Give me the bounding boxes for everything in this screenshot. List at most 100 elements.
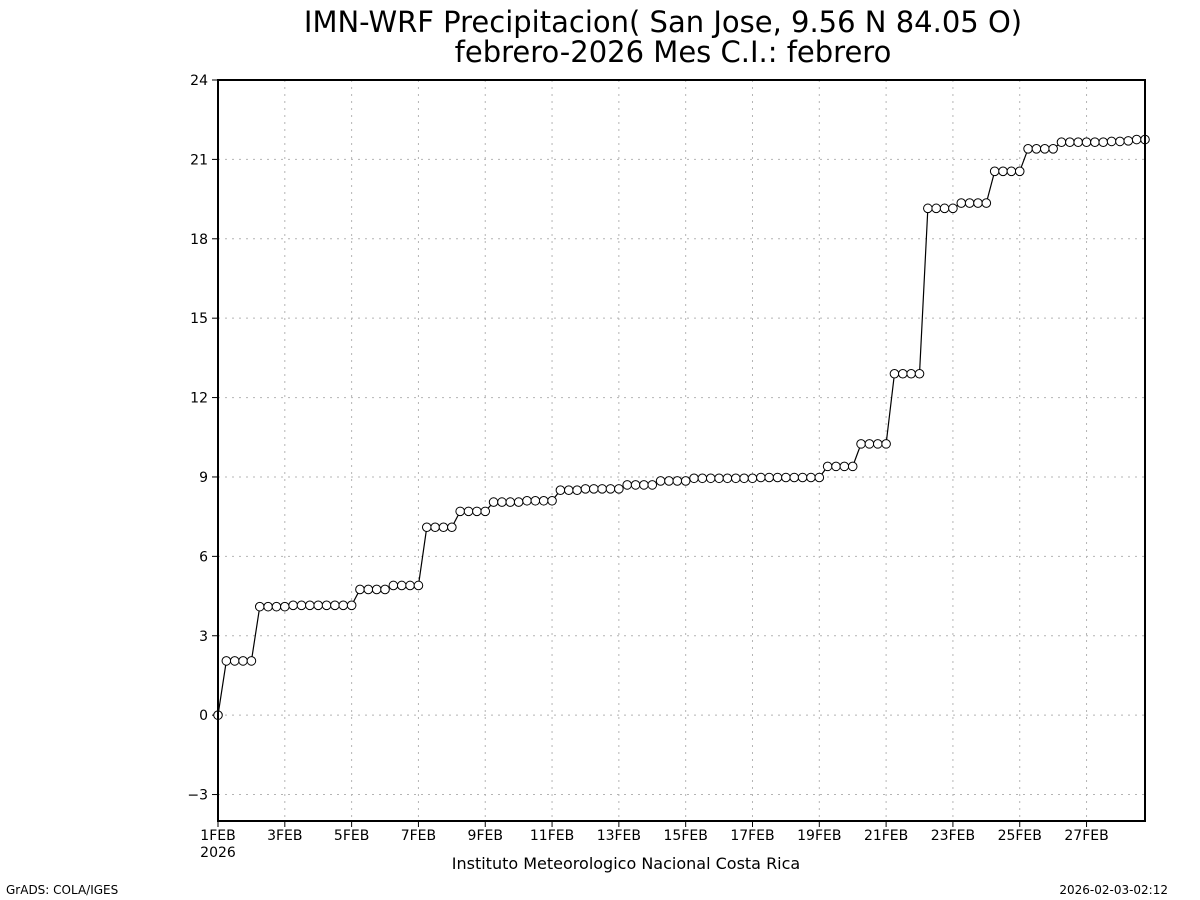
data-point-marker xyxy=(338,600,349,611)
data-point-marker xyxy=(1014,166,1025,177)
data-point-marker xyxy=(998,166,1008,177)
data-point-marker xyxy=(330,600,340,611)
data-point-marker xyxy=(630,480,641,490)
data-point-marker xyxy=(981,198,992,208)
data-point-marker xyxy=(296,600,307,611)
y-tick-label: −3 xyxy=(187,788,208,804)
data-point-marker xyxy=(747,473,758,484)
data-point-marker xyxy=(572,485,582,496)
data-point-marker xyxy=(1098,137,1109,147)
data-point-marker xyxy=(1039,144,1050,154)
institute-label: Instituto Meteorologico Nacional Costa R… xyxy=(452,854,800,873)
data-point-marker xyxy=(697,473,708,484)
data-point-marker xyxy=(547,495,557,506)
data-point-marker xyxy=(538,495,549,506)
data-point-marker xyxy=(346,600,357,611)
data-point-marker xyxy=(396,580,407,591)
data-point-marker xyxy=(321,600,332,611)
data-point-marker xyxy=(806,472,816,483)
data-point-marker xyxy=(672,476,683,486)
data-point-marker xyxy=(889,368,900,379)
data-point-marker xyxy=(1023,144,1033,154)
data-point-marker xyxy=(254,601,265,612)
y-tick-label: 9 xyxy=(199,470,208,486)
data-point-marker xyxy=(714,473,724,484)
data-point-marker xyxy=(605,484,616,494)
data-point-marker xyxy=(664,476,674,486)
data-point-marker xyxy=(705,473,716,484)
y-tick-label: 3 xyxy=(199,629,208,645)
data-point-marker xyxy=(814,472,825,483)
x-tick-label: 9FEB xyxy=(468,828,503,844)
data-point-marker xyxy=(1090,137,1100,147)
data-point-marker xyxy=(371,584,382,595)
data-point-marker xyxy=(1056,137,1067,147)
y-tick-label: 24 xyxy=(190,73,208,89)
grid-lines xyxy=(218,80,1145,821)
data-point-marker xyxy=(1123,136,1134,146)
y-tick-label: 6 xyxy=(199,549,208,565)
data-point-marker xyxy=(263,601,273,612)
x-tick-label: 13FEB xyxy=(597,828,641,844)
data-point-marker xyxy=(563,485,574,496)
data-point-marker xyxy=(589,484,599,494)
data-point-marker xyxy=(597,484,607,494)
data-point-marker xyxy=(413,580,424,591)
y-tick-label: 18 xyxy=(190,232,208,248)
precipitation-series xyxy=(213,134,1150,720)
data-point-marker xyxy=(781,472,791,483)
data-point-marker xyxy=(447,522,457,533)
run-timestamp: 2026-02-03-02:12 xyxy=(1059,883,1168,897)
data-point-marker xyxy=(313,600,324,611)
data-point-marker xyxy=(923,203,933,214)
data-point-marker xyxy=(1073,137,1083,147)
data-point-marker xyxy=(881,439,891,449)
data-point-marker xyxy=(655,476,666,486)
data-point-marker xyxy=(1048,144,1058,154)
data-point-marker xyxy=(380,584,390,595)
plot-frame xyxy=(217,79,1146,822)
data-point-marker xyxy=(1115,136,1125,147)
data-point-marker xyxy=(622,480,633,490)
chart-subtitle: febrero-2026 Mes C.I.: febrero xyxy=(455,35,892,69)
data-point-marker xyxy=(856,439,866,449)
y-axis-ticks: −3 0 3 6 9 12 15 18 21 24 xyxy=(187,73,218,804)
data-point-marker xyxy=(271,601,282,612)
data-point-marker xyxy=(614,484,624,494)
data-point-marker xyxy=(914,368,925,379)
data-point-marker xyxy=(388,580,399,591)
x-tick-label: 27FEB xyxy=(1064,828,1108,844)
data-point-marker xyxy=(221,656,232,666)
data-point-marker xyxy=(739,473,749,484)
data-point-marker xyxy=(756,472,766,483)
x-tick-label: 11FEB xyxy=(530,828,574,844)
data-point-marker xyxy=(405,580,415,591)
data-point-marker xyxy=(822,461,833,472)
x-tick-year-label: 2026 xyxy=(200,845,236,861)
data-point-marker xyxy=(973,198,983,208)
data-point-marker xyxy=(689,473,699,484)
data-point-marker xyxy=(580,484,591,494)
data-point-marker xyxy=(438,522,449,533)
data-point-marker xyxy=(789,472,800,483)
data-point-marker xyxy=(305,600,315,611)
data-point-marker xyxy=(956,198,967,208)
data-point-marker xyxy=(363,584,374,595)
data-point-marker xyxy=(948,203,958,214)
x-tick-label: 19FEB xyxy=(797,828,841,844)
data-point-marker xyxy=(463,506,474,517)
data-point-marker xyxy=(839,461,850,472)
data-point-marker xyxy=(872,439,883,449)
data-point-marker xyxy=(931,203,942,214)
series-line xyxy=(217,138,1145,716)
data-point-marker xyxy=(513,497,524,507)
x-tick-label: 3FEB xyxy=(267,828,302,844)
data-point-marker xyxy=(639,480,649,490)
data-point-marker xyxy=(229,656,240,666)
data-point-marker xyxy=(1065,137,1075,147)
data-point-marker xyxy=(288,600,298,611)
data-point-marker xyxy=(421,522,432,533)
x-tick-label: 7FEB xyxy=(401,828,436,844)
data-point-marker xyxy=(455,506,465,517)
